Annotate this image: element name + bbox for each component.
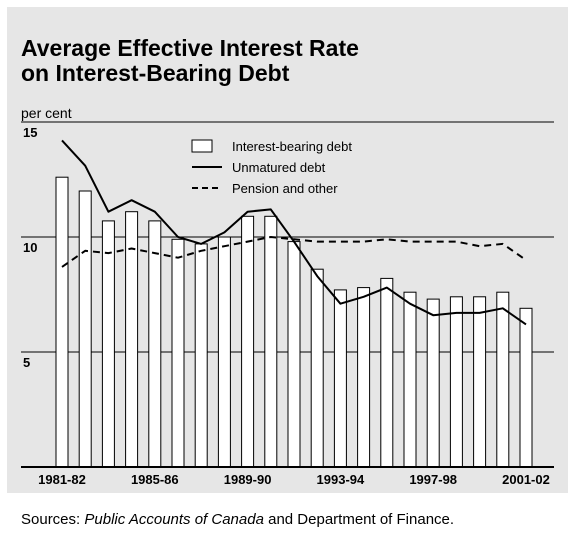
bar-2001-02 — [519, 307, 533, 468]
bar-1994-95 — [357, 287, 371, 468]
legend-swatch-bar — [191, 139, 213, 153]
bar-1988-89 — [217, 236, 231, 468]
bar-1996-97 — [403, 291, 417, 468]
bar-1984-85 — [125, 211, 139, 468]
x-tick-label: 1989-90 — [224, 472, 272, 487]
x-tick-labels: 1981-82 1985-86 1989-90 1993-94 1997-98 2001-… — [38, 472, 550, 487]
chart-title: Average Effective Interest Rate on Inter… — [21, 36, 359, 86]
x-tick-label: 2001-02 — [502, 472, 550, 487]
x-tick-label: 1997-98 — [409, 472, 457, 487]
bar-2000-01 — [496, 291, 510, 468]
chart-title-line-1: Average Effective Interest Rate — [21, 35, 359, 61]
bars — [55, 176, 533, 468]
chart-title-line-2: on Interest-Bearing Debt — [21, 60, 290, 86]
legend-label-pension-and-other: Pension and other — [232, 181, 338, 196]
legend-label-interest-bearing-debt: Interest-bearing debt — [232, 139, 352, 154]
bar-1999-00 — [473, 296, 487, 468]
bar-1982-83 — [78, 190, 92, 468]
x-tick-label: 1981-82 — [38, 472, 86, 487]
source-prefix: Sources: — [21, 511, 85, 528]
bar-1990-91 — [264, 215, 278, 468]
bar-1983-84 — [101, 220, 115, 468]
series-lines — [61, 139, 527, 326]
source-note: Sources: Public Accounts of Canada and D… — [21, 511, 454, 528]
legend: Interest-bearing debt Unmatured debt Pen… — [191, 139, 352, 196]
bar-1991-92 — [287, 241, 301, 468]
y-tick-labels: 5 10 15 — [23, 125, 37, 370]
bar-1998-99 — [449, 296, 463, 468]
bar-1987-88 — [194, 243, 208, 468]
x-tick-label: 1985-86 — [131, 472, 179, 487]
line-pension-and-other — [61, 236, 527, 268]
bar-1993-94 — [333, 289, 347, 468]
bar-1981-82 — [55, 176, 69, 468]
bar-1995-96 — [380, 277, 394, 468]
legend-label-unmatured-debt: Unmatured debt — [232, 160, 326, 175]
y-tick-label: 10 — [23, 240, 37, 255]
y-tick-label: 15 — [23, 125, 37, 140]
y-axis-label: per cent — [21, 105, 72, 121]
footer: Sources: Public Accounts of Canada and D… — [0, 493, 575, 552]
line-unmatured-debt — [61, 139, 527, 326]
bar-1997-98 — [426, 298, 440, 468]
y-tick-label: 5 — [23, 355, 30, 370]
bar-1986-87 — [171, 238, 185, 468]
bar-1985-86 — [148, 220, 162, 468]
bar-1992-93 — [310, 268, 324, 468]
source-publication: Public Accounts of Canada — [84, 511, 264, 528]
bar-1989-90 — [241, 215, 255, 468]
source-suffix: and Department of Finance. — [263, 511, 455, 528]
x-tick-label: 1993-94 — [317, 472, 365, 487]
